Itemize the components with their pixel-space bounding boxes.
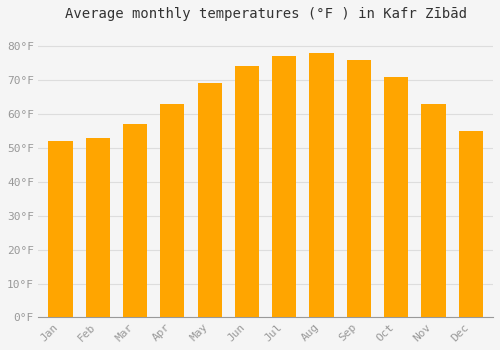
Bar [384, 197, 408, 317]
Bar [310, 185, 334, 317]
Bar [160, 104, 184, 317]
Bar [86, 138, 110, 317]
Bar [123, 124, 147, 317]
Bar [310, 53, 334, 317]
Bar [48, 141, 72, 317]
Bar [422, 211, 446, 317]
Bar [384, 77, 408, 317]
Bar [48, 141, 72, 317]
Bar [310, 53, 334, 317]
Bar [346, 189, 371, 317]
Bar [422, 104, 446, 317]
Bar [48, 229, 72, 317]
Bar [235, 192, 259, 317]
Bar [458, 131, 483, 317]
Bar [384, 77, 408, 317]
Bar [458, 131, 483, 317]
Title: Average monthly temperatures (°F ) in Kafr Zībād: Average monthly temperatures (°F ) in Ka… [64, 7, 466, 21]
Bar [346, 60, 371, 317]
Bar [235, 66, 259, 317]
Bar [123, 221, 147, 317]
Bar [272, 187, 296, 317]
Bar [123, 124, 147, 317]
Bar [86, 138, 110, 317]
Bar [198, 83, 222, 317]
Bar [458, 224, 483, 317]
Bar [346, 60, 371, 317]
Bar [272, 56, 296, 317]
Bar [198, 83, 222, 317]
Bar [160, 211, 184, 317]
Bar [272, 56, 296, 317]
Bar [235, 66, 259, 317]
Bar [198, 201, 222, 317]
Bar [160, 104, 184, 317]
Bar [86, 228, 110, 317]
Bar [422, 104, 446, 317]
